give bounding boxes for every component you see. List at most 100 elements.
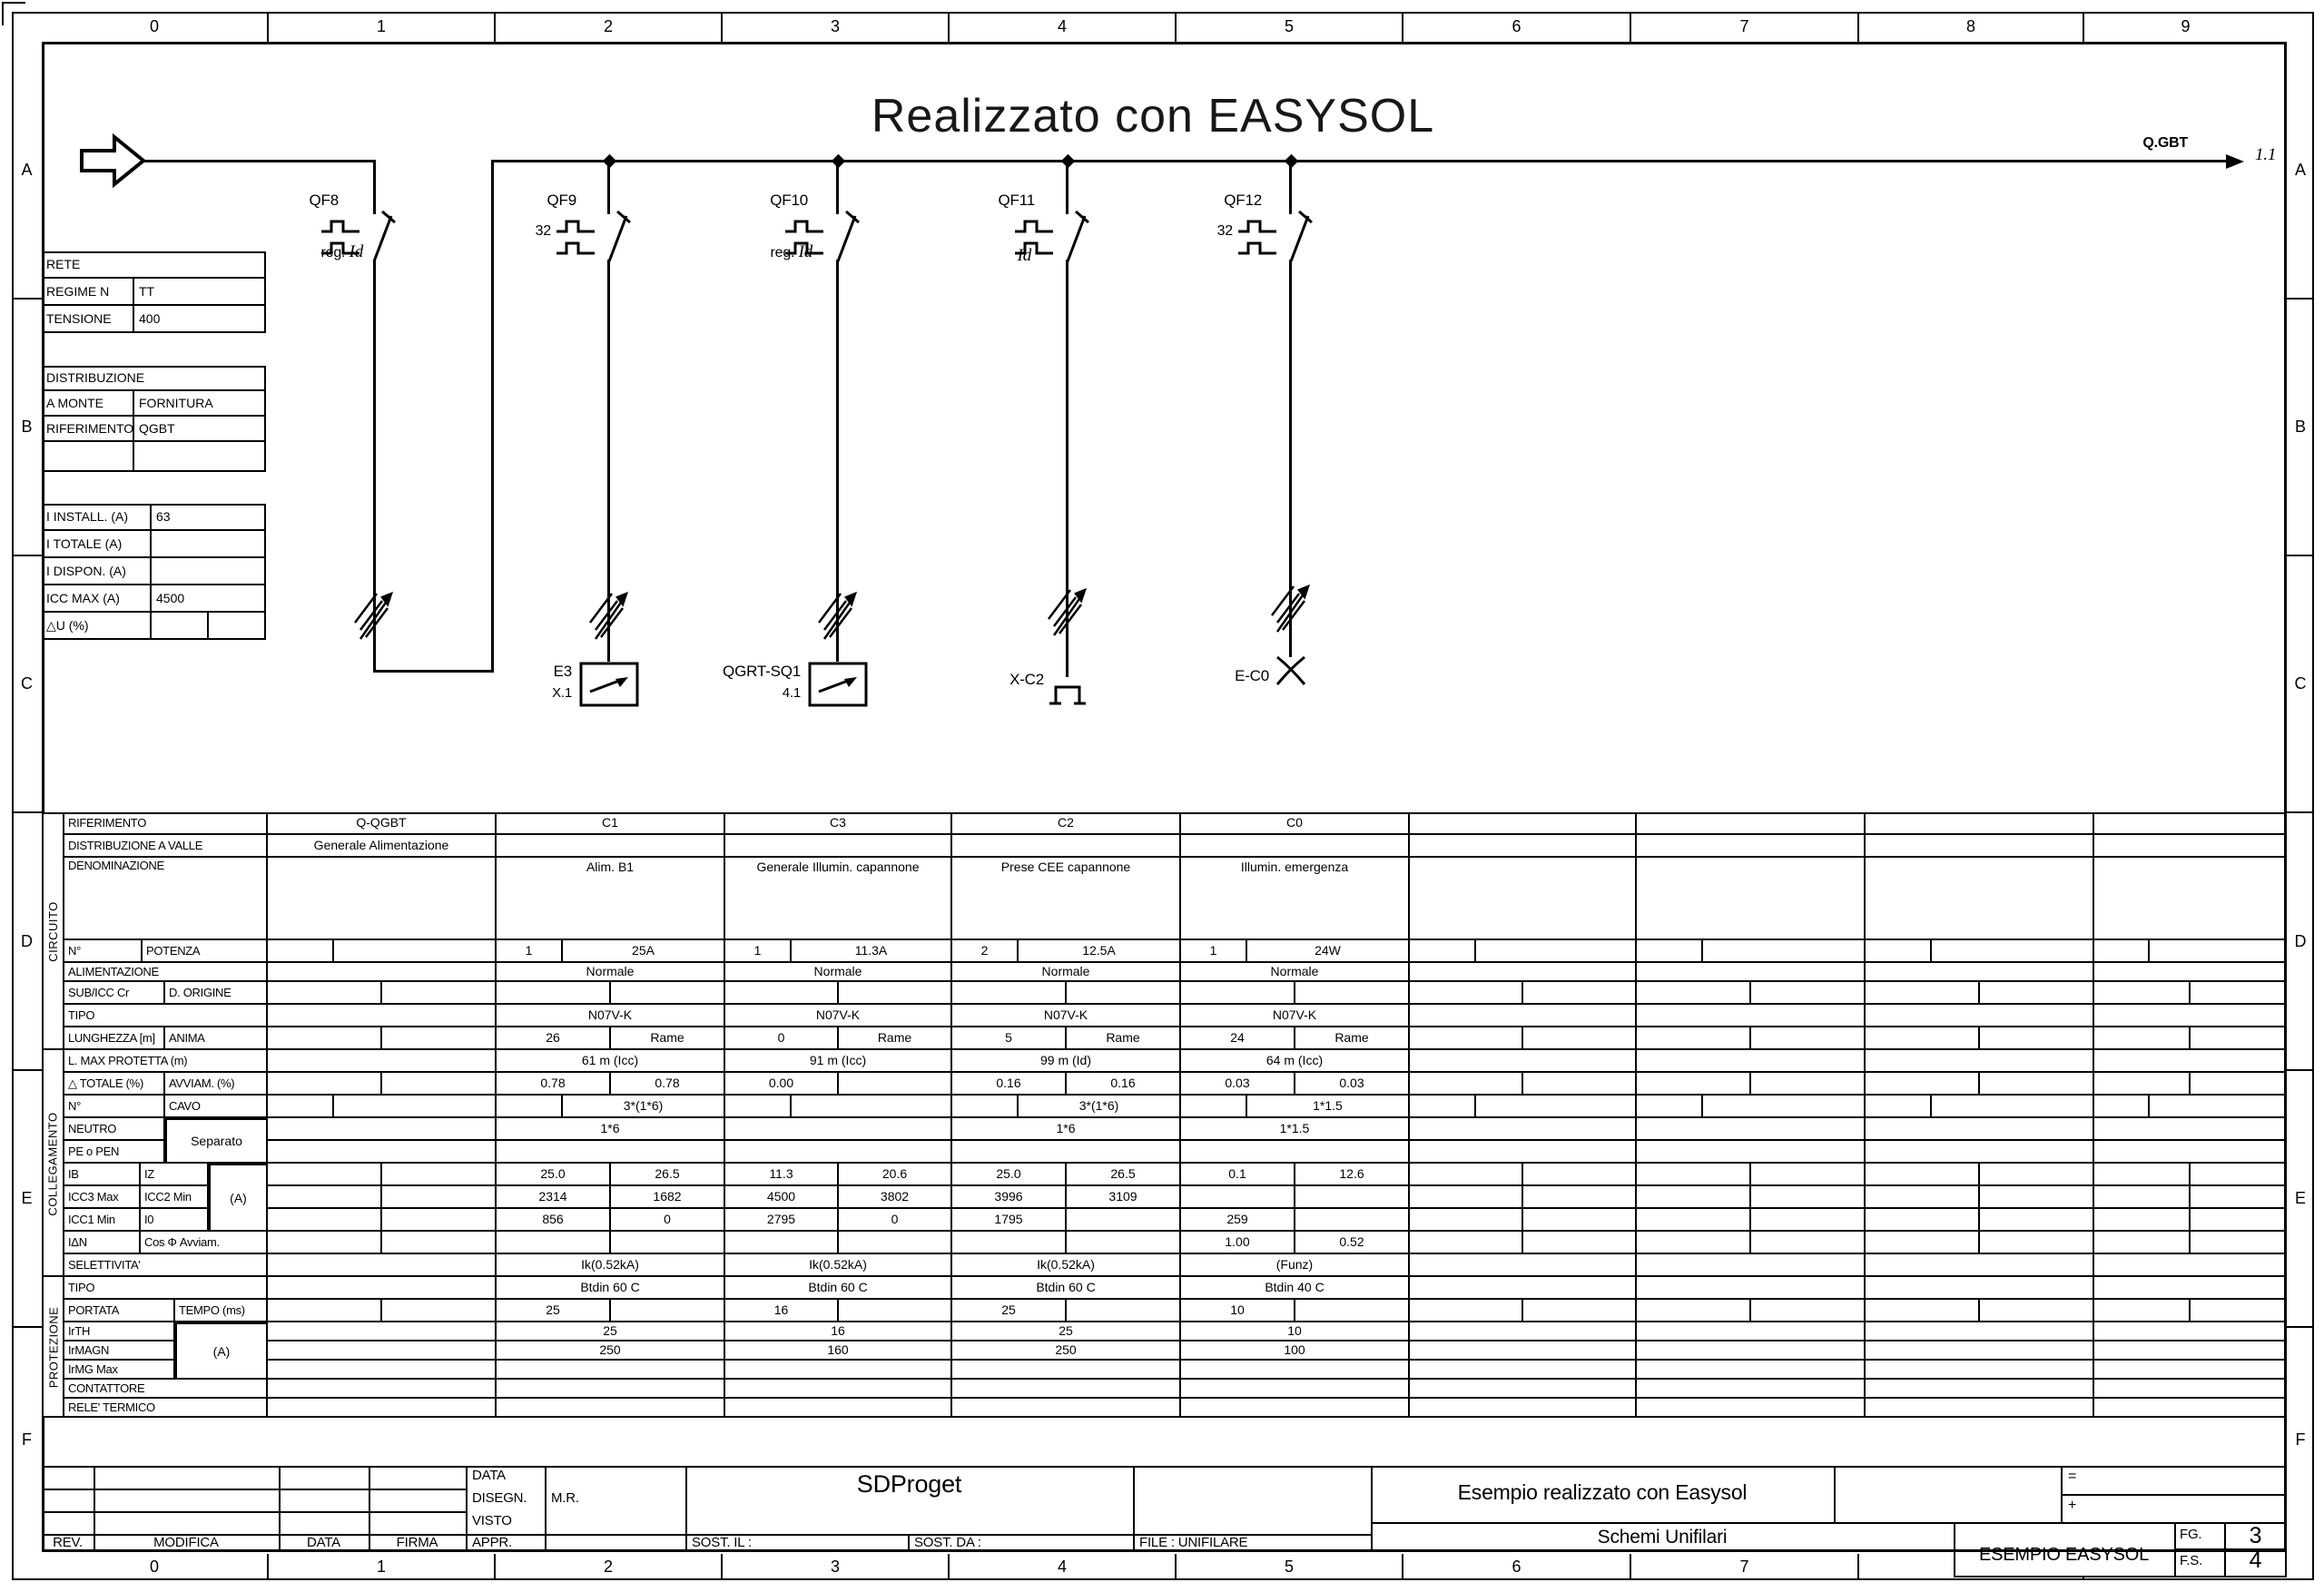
side-label: CIRCUITO: [42, 812, 64, 1050]
data-cell: [1410, 940, 1476, 963]
data-cell: 0.78: [497, 1073, 611, 1096]
data-cell: [2094, 963, 2287, 982]
corner-mark: [2, 2, 25, 4]
data-cell: 26: [497, 1027, 611, 1050]
side-label: COLLEGAMENTO: [42, 1050, 64, 1277]
data-cell: [1067, 1209, 1181, 1232]
ruler-col-bottom: 6: [1403, 1554, 1631, 1580]
data-cell: [1751, 982, 1866, 1005]
ruler-row-right: E: [2287, 1071, 2314, 1328]
data-cell: [2094, 1164, 2191, 1186]
data-cell: [268, 940, 334, 963]
rev-header-data: DATA: [307, 1535, 340, 1550]
data-cell: [1866, 1118, 2094, 1141]
data-cell: [268, 1277, 497, 1300]
ruler-row-right: D: [2287, 813, 2314, 1071]
row-label: ICC3 Max: [64, 1186, 141, 1209]
data-cell: [952, 1096, 1019, 1118]
data-cell: 10: [1181, 1322, 1410, 1341]
data-cell: [268, 1300, 382, 1322]
data-cell: [268, 1118, 497, 1141]
data-cell: [1866, 1341, 2094, 1361]
data-cell: [1410, 1118, 1637, 1141]
data-cell: 0.00: [725, 1073, 839, 1096]
title-block-line: [1133, 1466, 1135, 1552]
breaker-name: QF12: [1224, 192, 1262, 209]
data-cell: [268, 1399, 497, 1418]
data-cell: [1410, 1005, 1637, 1027]
data-cell: Rame: [611, 1027, 725, 1050]
data-cell: [1523, 982, 1637, 1005]
data-cell: [268, 963, 497, 982]
distribuzione-table-cell: DISTRIBUZIONE: [42, 366, 266, 391]
row-label: LUNGHEZZA [m]: [64, 1027, 165, 1050]
wire-qf8-drop: [373, 260, 376, 673]
data-cell: [268, 1361, 497, 1380]
data-cell: [1751, 1186, 1866, 1209]
data-cell: Ik(0.52kA): [497, 1254, 725, 1277]
row-label: IB: [64, 1164, 141, 1186]
data-cell: [952, 982, 1067, 1005]
sign-label-appr: APPR.: [472, 1535, 513, 1550]
row-label: Cos Φ Avviam.: [141, 1232, 268, 1254]
data-cell: N07V-K: [952, 1005, 1181, 1027]
data-cell: [839, 1232, 952, 1254]
data-cell: [725, 835, 952, 858]
data-cell: [1980, 1164, 2094, 1186]
data-cell: 25: [497, 1322, 725, 1341]
row-label: IZ: [141, 1164, 209, 1186]
row-label: NEUTRO: [64, 1118, 165, 1141]
row-label: AVVIAM. (%): [165, 1073, 268, 1096]
load-label: E3: [553, 663, 573, 680]
cable-mark-icon: [817, 577, 862, 644]
data-cell: [1410, 1341, 1637, 1361]
row-label: RELE' TERMICO: [64, 1399, 268, 1418]
data-cell: 1*1.5: [1247, 1096, 1410, 1118]
ruler-col-bottom: 3: [723, 1554, 950, 1580]
data-cell: [1866, 1073, 1980, 1096]
title-block-line: [2285, 1552, 2287, 1577]
data-cell: [1866, 1322, 2094, 1341]
wire-qf12-drop: [1289, 260, 1292, 657]
data-cell: [1866, 812, 2094, 835]
rating-text: reg.: [770, 245, 795, 260]
data-cell: 1: [1181, 940, 1247, 963]
rete-table-cell: TT: [134, 279, 266, 306]
data-cell: [268, 1254, 497, 1277]
data-cell: [268, 1096, 334, 1118]
title-block-line: [1834, 1466, 1836, 1522]
data-cell: [1980, 1209, 2094, 1232]
data-cell: [2094, 982, 2191, 1005]
data-cell: [2094, 1209, 2191, 1232]
data-cell: [334, 940, 497, 963]
data-cell: [1703, 940, 1866, 963]
data-cell: [2191, 1209, 2287, 1232]
ruler-col-top: 5: [1177, 12, 1403, 42]
data-cell: [952, 835, 1181, 858]
load-ref: 4.1: [782, 685, 801, 701]
data-cell: 11.3A: [792, 940, 952, 963]
title-block-line: [466, 1466, 468, 1552]
data-cell: [382, 1027, 497, 1050]
data-cell: [497, 1141, 725, 1164]
wire-qf8-bottom: [373, 670, 494, 673]
plus-field: +: [2068, 1498, 2077, 1513]
breaker-rating: 32: [506, 223, 552, 240]
title-block-line: [2061, 1494, 2287, 1496]
title-block-extension-bg: [1954, 1552, 2287, 1577]
data-cell: [2191, 1027, 2287, 1050]
data-cell: 25: [497, 1300, 611, 1322]
data-cell: [1295, 982, 1410, 1005]
distribuzione-table-cell: [134, 442, 266, 472]
data-cell: [382, 1300, 497, 1322]
data-cell: [2094, 1096, 2150, 1118]
data-cell: [2094, 1277, 2287, 1300]
cable-mark-icon: [1270, 570, 1315, 637]
data-cell: [2094, 1005, 2287, 1027]
main-bus: [491, 160, 2229, 162]
data-cell: [1410, 1277, 1637, 1300]
rating-text: reg.: [320, 245, 346, 260]
data-cell: [1410, 1027, 1523, 1050]
breaker-name: QF9: [547, 192, 577, 209]
title-block-line: [279, 1466, 281, 1552]
